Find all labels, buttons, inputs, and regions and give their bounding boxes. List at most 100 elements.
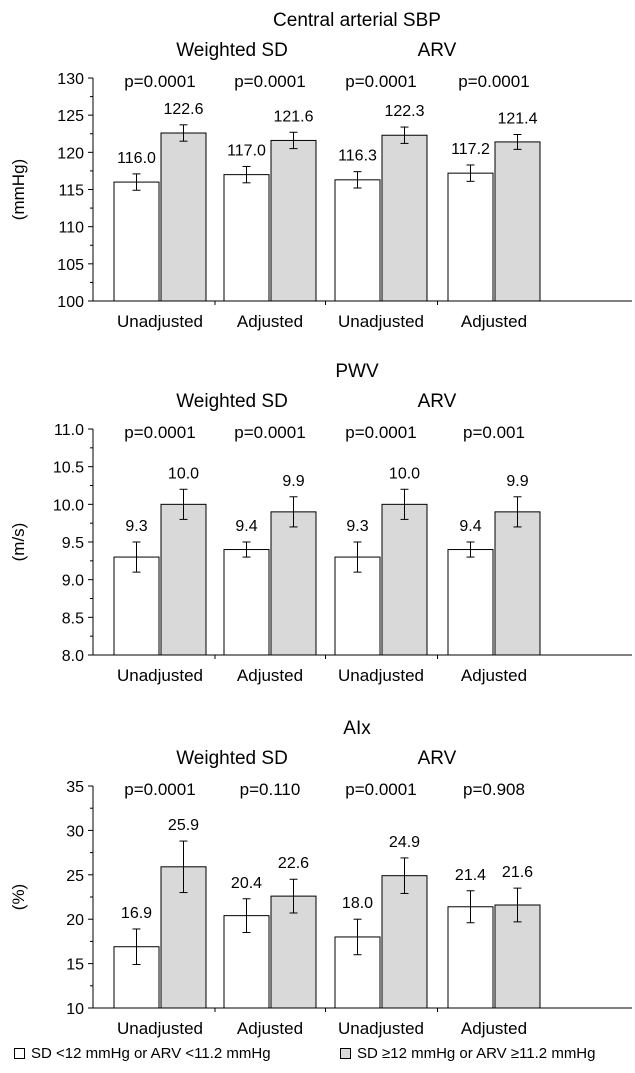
group-label: ARV <box>418 391 457 412</box>
data-label: 18.0 <box>342 895 373 912</box>
data-label: 116.3 <box>338 148 377 165</box>
bar <box>223 549 270 656</box>
p-value-label: p=0.110 <box>240 780 301 799</box>
legend-label-low: SD <12 mmHg or ARV <11.2 mmHg <box>31 1045 271 1062</box>
data-label: 21.6 <box>502 864 533 881</box>
y-tick-label: 10.5 <box>53 460 84 477</box>
data-label: 122.6 <box>163 101 203 118</box>
y-tick-label: 8.5 <box>62 610 84 627</box>
data-label: 9.3 <box>346 518 368 535</box>
y-tick-label: 105 <box>57 257 84 274</box>
legend-swatch-high <box>340 1048 351 1059</box>
bar <box>381 134 428 302</box>
data-label: 117.0 <box>227 142 266 159</box>
x-category-label: Adjusted <box>237 1019 303 1038</box>
bar <box>223 174 270 302</box>
p-value-label: p=0.001 <box>463 423 525 442</box>
x-category-label: Unadjusted <box>338 666 424 685</box>
data-label: 25.9 <box>168 817 199 834</box>
legend-swatch-low <box>14 1048 25 1059</box>
data-label: 20.4 <box>231 875 262 892</box>
bar <box>113 181 160 302</box>
data-label: 121.6 <box>273 108 313 125</box>
y-tick-label: 100 <box>57 294 84 311</box>
y-tick-label: 25 <box>66 868 84 885</box>
bar <box>334 556 381 656</box>
bar <box>447 549 494 656</box>
p-value-label: p=0.0001 <box>458 72 529 91</box>
p-value-label: p=0.0001 <box>124 423 195 442</box>
y-tick-label: 8.0 <box>62 648 84 665</box>
x-category-label: Adjusted <box>237 312 303 331</box>
group-label: ARV <box>418 748 457 769</box>
bar <box>113 556 160 656</box>
legend: SD <12 mmHg or ARV <11.2 mmHg SD ≥12 mmH… <box>0 1045 635 1067</box>
y-tick-label: 9.0 <box>62 573 84 590</box>
x-category-label: Adjusted <box>461 312 527 331</box>
p-value-label: p=0.0001 <box>345 780 416 799</box>
bar <box>270 139 317 302</box>
x-category-label: Unadjusted <box>338 312 424 331</box>
data-label: 24.9 <box>389 834 420 851</box>
chart-panel-2: PWV Weighted SD ARV 8.0 8.5 9.0 9.5 10.0 10.5 11.… <box>9 361 632 685</box>
bar <box>447 172 494 302</box>
bar <box>160 503 207 656</box>
y-tick-label: 10.0 <box>53 497 84 514</box>
group-label: Weighted SD <box>176 391 288 412</box>
data-label: 9.4 <box>235 518 257 535</box>
x-category-label: Adjusted <box>237 666 303 685</box>
y-tick-label: 10 <box>66 1001 84 1018</box>
y-tick-label: 15 <box>66 957 84 974</box>
chart-panel-3: AIx Weighted SD ARV 10 15 20 25 30 35 (%) 16.9 25.9… <box>9 718 632 1038</box>
chart-panel-1: Central arterial SBP Weighted SD ARV 100 105… <box>9 10 632 331</box>
x-category-label: Unadjusted <box>117 666 203 685</box>
y-tick-label: 110 <box>58 220 84 237</box>
p-value-label: p=0.0001 <box>234 423 305 442</box>
y-tick-label: 130 <box>57 71 84 88</box>
x-category-label: Unadjusted <box>117 312 203 331</box>
bar <box>334 179 381 302</box>
p-value-label: p=0.0001 <box>345 423 416 442</box>
x-category-label: Unadjusted <box>338 1019 424 1038</box>
y-axis-label: (mmHg) <box>9 159 28 220</box>
x-category-label: Adjusted <box>461 666 527 685</box>
y-tick-label: 30 <box>66 823 84 840</box>
y-axis-label: (m/s) <box>9 523 28 562</box>
group-label: Weighted SD <box>176 748 288 769</box>
y-axis-label: (%) <box>9 884 28 910</box>
data-label: 9.3 <box>125 518 147 535</box>
data-label: 121.4 <box>497 110 537 127</box>
chart-title: PWV <box>335 361 379 382</box>
legend-item-high: SD ≥12 mmHg or ARV ≥11.2 mmHg <box>340 1045 595 1062</box>
y-tick-label: 35 <box>66 779 84 796</box>
data-label: 9.9 <box>506 473 528 490</box>
bar <box>270 511 317 656</box>
data-label: 9.4 <box>459 518 481 535</box>
x-category-label: Unadjusted <box>117 1019 203 1038</box>
group-label: Weighted SD <box>176 40 288 61</box>
legend-label-high: SD ≥12 mmHg or ARV ≥11.2 mmHg <box>357 1045 596 1062</box>
bar <box>160 132 207 302</box>
y-tick-label: 125 <box>57 108 84 125</box>
data-label: 116.0 <box>117 150 156 167</box>
bar <box>381 875 428 1009</box>
x-category-label: Adjusted <box>461 1019 527 1038</box>
y-tick-label: 11.0 <box>54 422 84 439</box>
y-tick-label: 120 <box>57 145 84 162</box>
y-tick-label: 9.5 <box>62 535 84 552</box>
group-label: ARV <box>418 40 457 61</box>
p-value-label: p=0.0001 <box>345 72 416 91</box>
data-label: 10.0 <box>168 465 199 482</box>
bar <box>494 141 541 302</box>
chart-title: AIx <box>343 718 371 739</box>
data-label: 16.9 <box>121 905 152 922</box>
data-label: 22.6 <box>278 855 309 872</box>
bar <box>494 511 541 656</box>
p-value-label: p=0.0001 <box>124 72 195 91</box>
bar <box>381 503 428 656</box>
data-label: 117.2 <box>451 141 490 158</box>
legend-item-low: SD <12 mmHg or ARV <11.2 mmHg <box>14 1045 271 1062</box>
chart-title: Central arterial SBP <box>273 10 441 31</box>
p-value-label: p=0.908 <box>463 780 525 799</box>
